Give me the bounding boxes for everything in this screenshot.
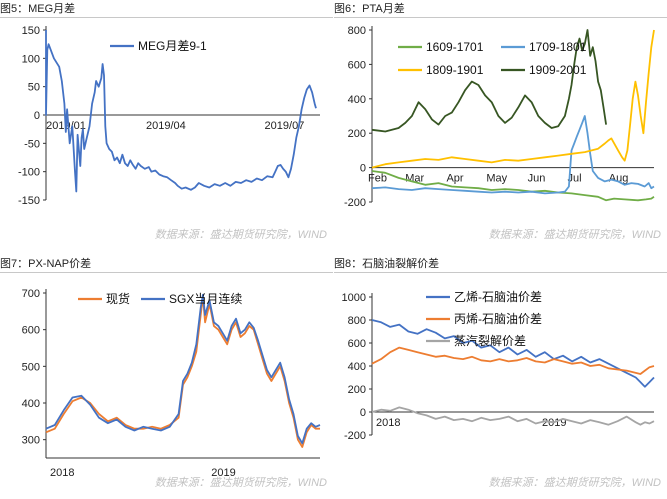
y-tick-label: 200 (348, 128, 366, 140)
series-line-4 (371, 29, 607, 133)
title-divider (334, 17, 667, 18)
x-tick-label: Feb (368, 173, 387, 185)
y-tick-label: -100 (18, 167, 40, 179)
panel-title: 图6：PTA月差 (334, 3, 405, 15)
x-tick-label: 2019/07 (265, 120, 305, 132)
source-note: 数据来源：盛达期货研究院，WIND (154, 477, 327, 489)
series-line-2 (371, 115, 655, 195)
y-tick-label: 50 (28, 82, 40, 94)
x-tick-label: Jun (528, 173, 546, 185)
legend-label: MEG月差9-1 (138, 39, 207, 53)
legend-label: 乙烯-石脑油价差 (454, 290, 542, 304)
chart-px-nap-spread: 300 400 500 600 700 2018 2019 现货 SGX当月连续 (22, 288, 321, 479)
panel-title: 图7：PX-NAP价差 (0, 258, 92, 270)
legend-label: 1609-1701 (426, 40, 484, 54)
panel-naphtha: 图8：石脑油裂解价差 -200 0 200 400 600 800 1000 2018 2019… (334, 255, 667, 499)
legend-label: 1909-2001 (529, 63, 587, 77)
y-tick-label: 800 (348, 25, 366, 37)
y-tick-label: 600 (348, 338, 366, 350)
y-tick-label: 400 (22, 398, 40, 410)
y-tick-label: -150 (18, 195, 40, 207)
y-tick-label: 150 (22, 25, 40, 37)
y-tick-label: 700 (22, 288, 40, 300)
panel-meg: 图5：MEG月差 -150 -100 -50 0 50 100 150 2019/01 2019… (0, 0, 333, 245)
legend-label: 1809-1901 (426, 63, 484, 77)
panel-px-nap: 图7：PX-NAP价差 300 400 500 600 700 2018 2019 现货 SGX… (0, 255, 333, 499)
series-line-2 (45, 293, 321, 445)
legend-label: 现货 (106, 291, 130, 306)
panel-title: 图8：石脑油裂解价差 (334, 258, 440, 270)
x-tick-label: 2018 (50, 467, 74, 479)
panel-pta: 图6：PTA月差 -200 0 200 400 600 800 Feb Mar Apr May Ju… (334, 0, 667, 245)
y-tick-label: 0 (360, 163, 366, 175)
series-line-1 (371, 319, 655, 388)
title-divider (334, 272, 667, 273)
legend-label: 蒸汽裂解价差 (454, 333, 526, 348)
y-tick-label: 0 (34, 110, 40, 122)
y-tick-label: 400 (348, 361, 366, 373)
y-tick-label: 800 (348, 315, 366, 327)
y-tick-label: 300 (22, 435, 40, 447)
x-tick-label: Aug (609, 173, 629, 185)
x-tick-label: 2019/04 (146, 120, 186, 132)
series-line-3 (371, 29, 655, 169)
y-tick-label: 100 (22, 53, 40, 65)
panel-title: 图5：MEG月差 (0, 3, 76, 15)
title-divider (0, 17, 333, 18)
y-tick-label: 500 (22, 361, 40, 373)
series-line-1 (45, 30, 317, 193)
series-line-3 (371, 406, 655, 426)
y-tick-label: 600 (22, 325, 40, 337)
y-tick-label: 600 (348, 59, 366, 71)
legend-label: 1709-1801 (529, 40, 587, 54)
y-tick-label: 200 (348, 384, 366, 396)
y-tick-label: 1000 (342, 292, 366, 304)
x-tick-label: May (486, 173, 507, 185)
y-tick-label: -50 (24, 138, 40, 150)
x-tick-label: Jul (568, 173, 582, 185)
y-tick-label: -200 (344, 197, 366, 209)
series-line-2 (371, 346, 655, 375)
source-note: 数据来源：盛达期货研究院，WIND (154, 229, 327, 241)
source-note: 数据来源：盛达期货研究院，WIND (488, 477, 661, 489)
x-tick-label: 2018 (376, 417, 400, 429)
y-tick-label: 400 (348, 94, 366, 106)
legend-label: 丙烯-石脑油价差 (454, 312, 542, 326)
y-tick-label: -200 (344, 430, 366, 442)
x-tick-label: Apr (446, 173, 463, 185)
title-divider (0, 272, 333, 273)
x-tick-label: 2019 (211, 467, 235, 479)
source-note: 数据来源：盛达期货研究院，WIND (488, 229, 661, 241)
series-line-1 (45, 295, 320, 448)
legend-label: SGX当月连续 (169, 291, 242, 306)
y-tick-label: 0 (360, 407, 366, 419)
